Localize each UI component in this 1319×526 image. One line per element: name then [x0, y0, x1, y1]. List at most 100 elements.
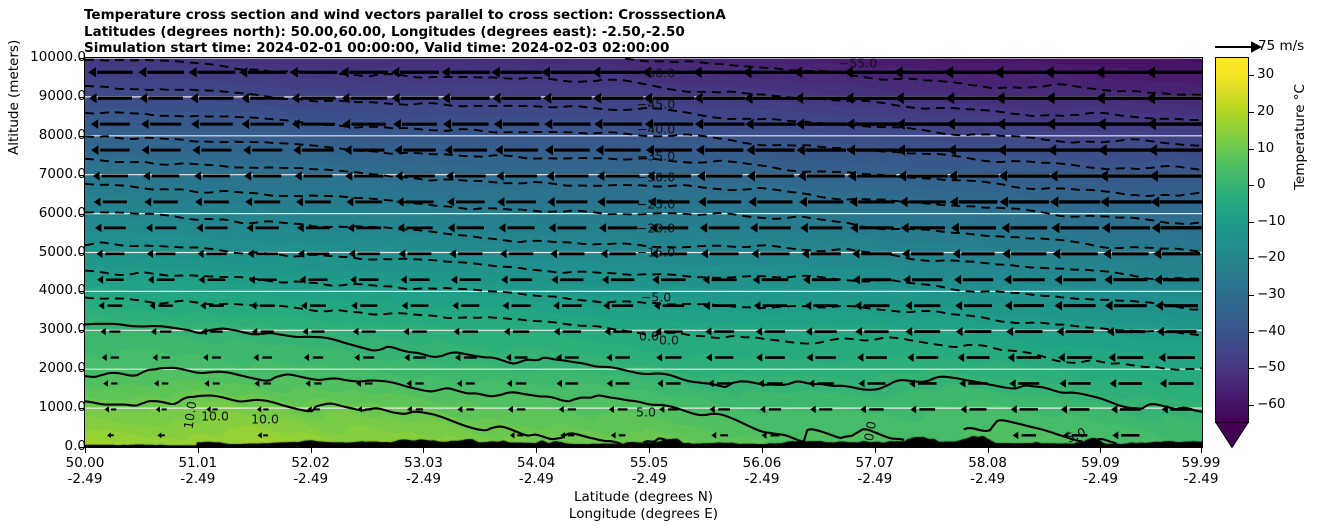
wind-vector-head — [200, 301, 206, 310]
wind-vector-head — [604, 327, 611, 336]
contour-label: −30.0 — [636, 169, 676, 185]
wind-vector-head — [805, 327, 813, 336]
wind-vector-head — [494, 144, 503, 156]
wind-vector-head — [90, 119, 99, 129]
x-axis-tick-label: 58.08 -2.49 — [943, 455, 1033, 487]
colorbar-tick-label: −30 — [1257, 285, 1286, 302]
wind-vector-head — [997, 144, 1007, 156]
wind-vector-head — [1057, 353, 1065, 363]
wind-vector-head — [1054, 274, 1062, 285]
wind-vector-head — [492, 92, 501, 104]
wind-vector-head — [1012, 431, 1019, 440]
wind-vector-head — [597, 196, 605, 207]
wind-vector-head — [501, 275, 508, 285]
y-axis-tick-label: 8000.0 — [38, 126, 86, 143]
wind-vector-head — [92, 171, 100, 181]
contour-label: −45.0 — [636, 96, 676, 112]
wind-vector-head — [453, 327, 460, 336]
wind-vector-head — [949, 196, 958, 208]
x-axis-tick-label: 50.00 -2.49 — [40, 455, 130, 487]
x-tick-longitude: -2.49 — [518, 471, 554, 487]
x-axis-tick-label: 54.04 -2.49 — [491, 455, 581, 487]
wind-vector-head — [94, 223, 102, 233]
wind-vector-head — [147, 275, 154, 284]
temperature-contour — [624, 58, 1202, 96]
wind-vector-head — [406, 406, 412, 413]
wind-vector-head — [491, 66, 500, 78]
wind-vector-head — [506, 379, 513, 388]
x-tick-latitude: 55.05 — [629, 455, 669, 471]
wind-vector-head — [507, 405, 513, 413]
colorbar[interactable] — [1215, 57, 1249, 448]
y-axis-tick-label: 9000.0 — [38, 87, 86, 104]
wind-vector-head — [700, 249, 708, 259]
temperature-contour — [85, 157, 1202, 225]
wind-vector-head — [603, 301, 610, 310]
wind-vector-head — [1146, 117, 1156, 131]
wind-vector-head — [897, 170, 907, 182]
y-axis-tick-label: 6000.0 — [38, 204, 86, 221]
wind-vector-head — [201, 327, 207, 336]
wind-vector-head — [499, 249, 507, 259]
wind-vector-head — [202, 354, 209, 362]
wind-vector-head — [1044, 66, 1054, 79]
wind-vector-head — [959, 379, 966, 388]
wind-vector-head — [146, 249, 154, 258]
x-axis-label-latitude: Latitude (degrees N) — [573, 489, 714, 505]
wind-vector-head — [1156, 326, 1165, 337]
wind-vector-head — [800, 222, 808, 233]
wind-vector-head — [198, 275, 205, 284]
y-axis-tick-label: 3000.0 — [38, 321, 86, 338]
x-tick-latitude: 56.06 — [742, 455, 782, 471]
wind-vector-head — [644, 118, 653, 130]
wind-vector-head — [591, 66, 601, 78]
wind-vector-head — [905, 301, 913, 311]
wind-vector-head — [998, 170, 1008, 182]
wind-vector-head — [357, 406, 362, 413]
wind-vector-head — [652, 275, 659, 285]
wind-vector-head — [247, 249, 254, 259]
x-tick-longitude: -2.49 — [857, 471, 893, 487]
wind-vector-head — [289, 66, 298, 78]
wind-vector-head — [152, 354, 158, 362]
y-axis-tick-label: 10000.0 — [30, 49, 86, 65]
wind-vector-head — [1002, 248, 1010, 259]
wind-vector-head — [138, 67, 147, 78]
wind-vector-head — [556, 379, 562, 388]
wind-vector-head — [100, 327, 106, 336]
wind-vector-head — [88, 67, 96, 78]
x-tick-latitude: 51.01 — [178, 455, 218, 471]
wind-vector-head — [692, 66, 702, 79]
colorbar-tick-label: 10 — [1257, 139, 1275, 156]
wind-vector-head — [610, 432, 616, 439]
wind-vector-head — [645, 144, 654, 156]
wind-vector-head — [803, 275, 811, 285]
wind-vector-head — [794, 92, 804, 104]
wind-vector-head — [705, 353, 713, 362]
temperature-contour — [85, 269, 1202, 337]
wind-vector-head — [1100, 196, 1109, 208]
wind-vector-head — [643, 92, 653, 104]
wind-vector-head — [142, 171, 150, 181]
wind-vector-head — [993, 66, 1004, 79]
wind-vector-head — [547, 197, 555, 207]
wind-vector-head — [1047, 144, 1057, 156]
wind-vector-head — [901, 248, 910, 259]
colorbar-tick-label: −50 — [1257, 359, 1286, 376]
wind-vector-head — [446, 197, 455, 207]
wind-vector-head — [1062, 431, 1069, 440]
wind-vector-head — [896, 144, 906, 156]
wind-vector-head — [797, 170, 806, 182]
wind-vector-head — [191, 119, 199, 130]
wind-vector-head — [195, 197, 202, 207]
wind-vector-head — [391, 92, 400, 104]
wind-vector-head — [354, 353, 360, 362]
wind-vector-head — [141, 145, 149, 155]
wind-vector-head — [858, 379, 865, 388]
wind-vector-head — [244, 171, 252, 181]
wind-vector-head — [395, 171, 403, 181]
wind-vector-head — [544, 118, 553, 130]
temperature-contour — [85, 394, 622, 445]
wind-vector-head — [498, 223, 506, 233]
wind-vector-head — [97, 275, 104, 284]
